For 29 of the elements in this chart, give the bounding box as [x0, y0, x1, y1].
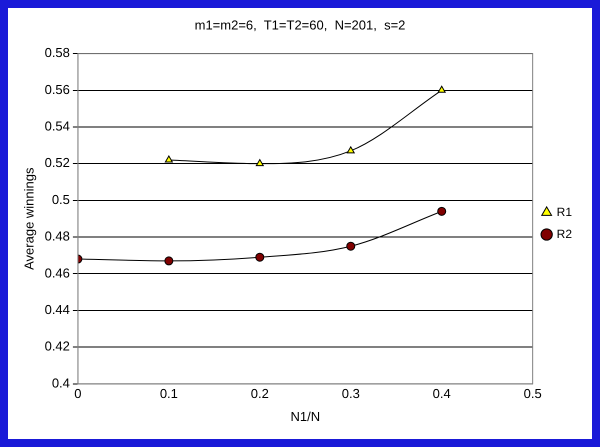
y-tick-label: 0.56 [44, 82, 70, 97]
x-axis-title: N1/N [290, 408, 320, 424]
y-tick-label: 0.5 [52, 192, 70, 207]
y-tick-label: 0.42 [44, 338, 70, 354]
point [164, 256, 174, 266]
y-tick-label: 0.44 [44, 302, 70, 317]
point [437, 206, 446, 216]
x-tick-label: 0 [74, 386, 82, 402]
y-tick-label: 0.54 [44, 118, 70, 134]
point [346, 146, 355, 154]
y-tick-label: 0.46 [44, 265, 70, 280]
point [256, 159, 264, 166]
x-tick-label: 0.4 [432, 386, 451, 402]
y-axis-title: Average winnings [21, 167, 36, 270]
x-tick-label: 0.2 [250, 386, 269, 402]
y-tick-label: 0.58 [44, 45, 70, 60]
x-tick-label: 0.1 [160, 386, 178, 402]
point [164, 156, 173, 162]
y-tick-label: 0.52 [44, 155, 70, 170]
y-tick-label: 0.48 [44, 228, 70, 244]
legend-label: R1 [556, 204, 572, 219]
point [255, 252, 264, 262]
x-tick-label: 0.3 [342, 386, 360, 402]
y-tick-label: 0.4 [52, 375, 70, 390]
point [346, 242, 356, 251]
chart-title: m1=m2=6, T1=T2=60, N=201, s=2 [194, 17, 406, 32]
x-tick-label: 0.5 [524, 386, 542, 402]
point [438, 86, 446, 93]
legend-label: R2 [556, 226, 572, 241]
